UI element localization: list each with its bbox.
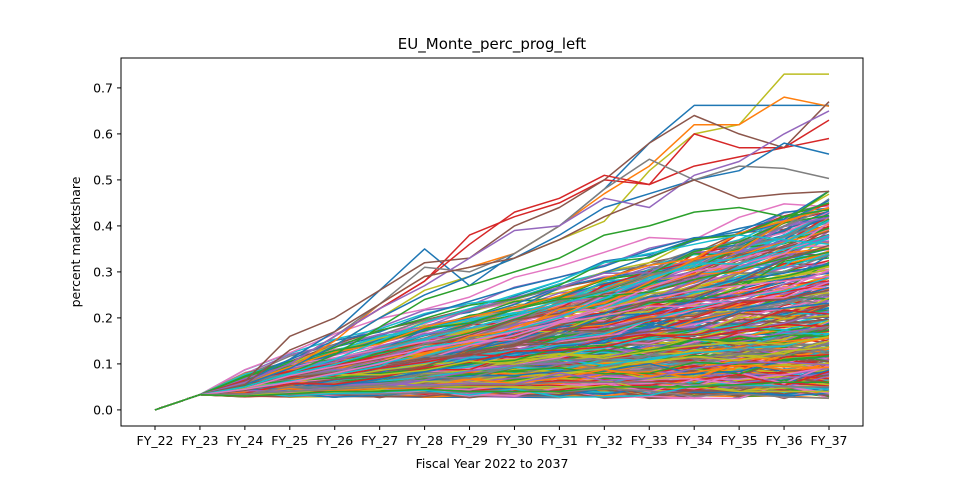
y-tick-label: 0.3 bbox=[93, 264, 113, 279]
x-tick-label: FY_32 bbox=[586, 433, 623, 448]
series-line bbox=[154, 104, 829, 411]
series-line bbox=[154, 207, 830, 411]
y-tick-label: 0.4 bbox=[93, 218, 113, 233]
y-axis: 0.0 0.1 0.2 0.3 0.4 0.5 0.6 0.7 bbox=[93, 80, 121, 417]
series-line bbox=[154, 269, 830, 411]
x-tick-label: FY_23 bbox=[181, 433, 218, 448]
series-line bbox=[154, 325, 830, 411]
series-line bbox=[154, 247, 830, 411]
y-tick-label: 0.0 bbox=[93, 402, 113, 417]
series-line bbox=[154, 355, 830, 411]
series-line bbox=[154, 303, 830, 411]
x-tick-label: FY_30 bbox=[496, 433, 533, 448]
x-tick-label: FY_28 bbox=[406, 433, 443, 448]
y-axis-label: percent marketshare bbox=[68, 176, 83, 307]
x-tick-label: FY_36 bbox=[766, 433, 803, 448]
x-tick-label: FY_27 bbox=[361, 433, 398, 448]
y-tick-label: 0.2 bbox=[93, 310, 113, 325]
x-tick-label: FY_25 bbox=[271, 433, 308, 448]
chart-title: EU_Monte_perc_prog_left bbox=[398, 35, 586, 54]
x-tick-label: FY_35 bbox=[721, 433, 758, 448]
series-line bbox=[154, 203, 830, 411]
x-tick-label: FY_31 bbox=[541, 433, 578, 448]
x-axis: FY_22 FY_23 FY_24 FY_25 FY_26 FY_27 FY_28 FY_29… bbox=[137, 426, 848, 448]
series-line bbox=[154, 179, 830, 411]
y-tick-label: 0.1 bbox=[93, 356, 113, 371]
x-tick-label: FY_24 bbox=[226, 433, 263, 448]
series-line bbox=[154, 275, 830, 411]
x-tick-label: FY_29 bbox=[451, 433, 488, 448]
series-line bbox=[154, 142, 830, 411]
series-line bbox=[154, 101, 830, 411]
x-axis-label: Fiscal Year 2022 to 2037 bbox=[416, 456, 569, 471]
x-tick-label: FY_33 bbox=[631, 433, 668, 448]
x-tick-label: FY_34 bbox=[676, 433, 713, 448]
series-line bbox=[154, 309, 830, 411]
x-tick-label: FY_22 bbox=[137, 433, 174, 448]
series-line bbox=[154, 216, 830, 411]
x-tick-label: FY_37 bbox=[811, 433, 848, 448]
series-line bbox=[154, 386, 829, 411]
series-line bbox=[154, 234, 830, 411]
y-tick-label: 0.5 bbox=[93, 172, 113, 187]
x-tick-label: FY_26 bbox=[316, 433, 353, 448]
y-tick-label: 0.7 bbox=[93, 80, 113, 95]
series-line bbox=[154, 381, 829, 411]
series-line bbox=[154, 110, 830, 411]
plot-frame bbox=[120, 57, 864, 427]
series-layer bbox=[154, 73, 830, 411]
y-tick-label: 0.6 bbox=[93, 126, 113, 141]
